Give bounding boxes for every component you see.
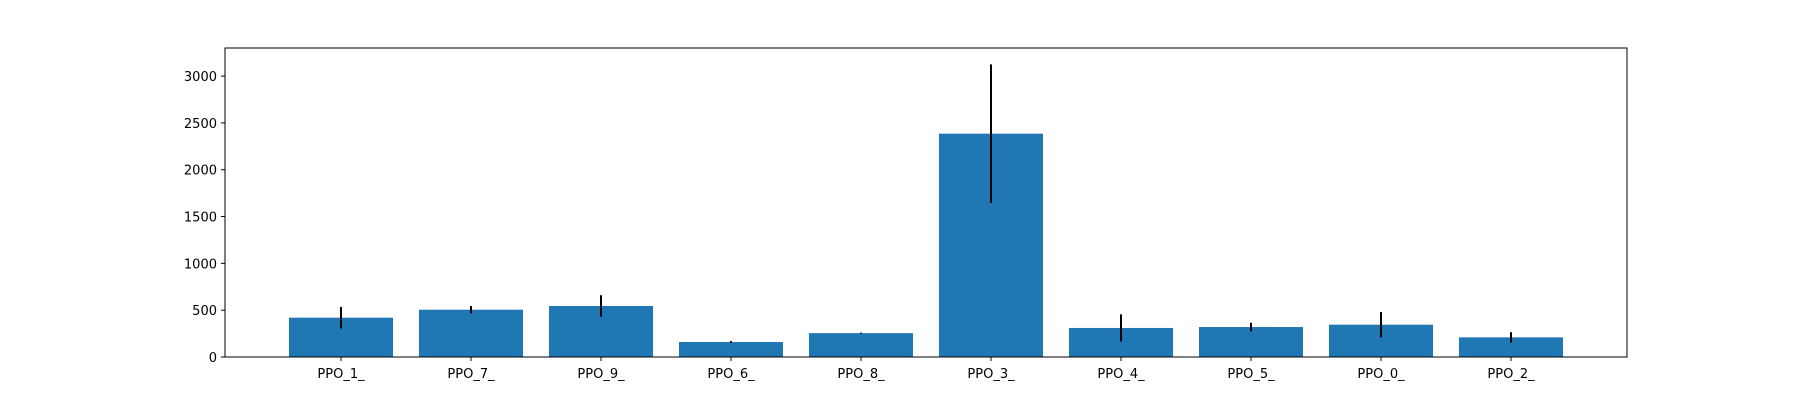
y-axis: 0 500 1000 1500 2000 2500 3000 [184, 70, 225, 366]
y-tick-label: 0 [209, 351, 217, 366]
y-tick-label: 1500 [184, 211, 217, 226]
error-bars-layer [340, 64, 1512, 343]
bar-PPO_8_ [809, 333, 913, 357]
y-tick-label: 3000 [184, 70, 217, 85]
x-tick-label: PPO_7_ [447, 367, 495, 382]
bar-PPO_6_ [679, 342, 783, 357]
plot-frame [224, 47, 1628, 358]
y-tick-label: 1000 [184, 257, 217, 272]
y-tick-label: 2500 [184, 117, 217, 132]
x-tick-label: PPO_6_ [707, 367, 755, 382]
x-tick-label: PPO_2_ [1487, 367, 1535, 382]
x-tick-label: PPO_8_ [837, 367, 885, 382]
x-tick-label: PPO_9_ [577, 367, 625, 382]
x-axis: PPO_1_ PPO_7_ PPO_9_ PPO_6_ PPO_8_ PPO_3_ PPO_… [317, 357, 1535, 382]
x-tick-label: PPO_3_ [967, 367, 1015, 382]
y-tick-label: 2000 [184, 164, 217, 179]
bar-PPO_7_ [419, 309, 523, 357]
x-tick-label: PPO_5_ [1227, 367, 1275, 382]
bar-PPO_5_ [1199, 327, 1303, 357]
x-tick-label: PPO_4_ [1097, 367, 1145, 382]
y-tick-label: 500 [192, 304, 217, 319]
x-tick-label: PPO_0_ [1357, 367, 1405, 382]
bar-PPO_2_ [1459, 337, 1563, 357]
bars-layer [289, 133, 1563, 357]
x-tick-label: PPO_1_ [317, 367, 365, 382]
